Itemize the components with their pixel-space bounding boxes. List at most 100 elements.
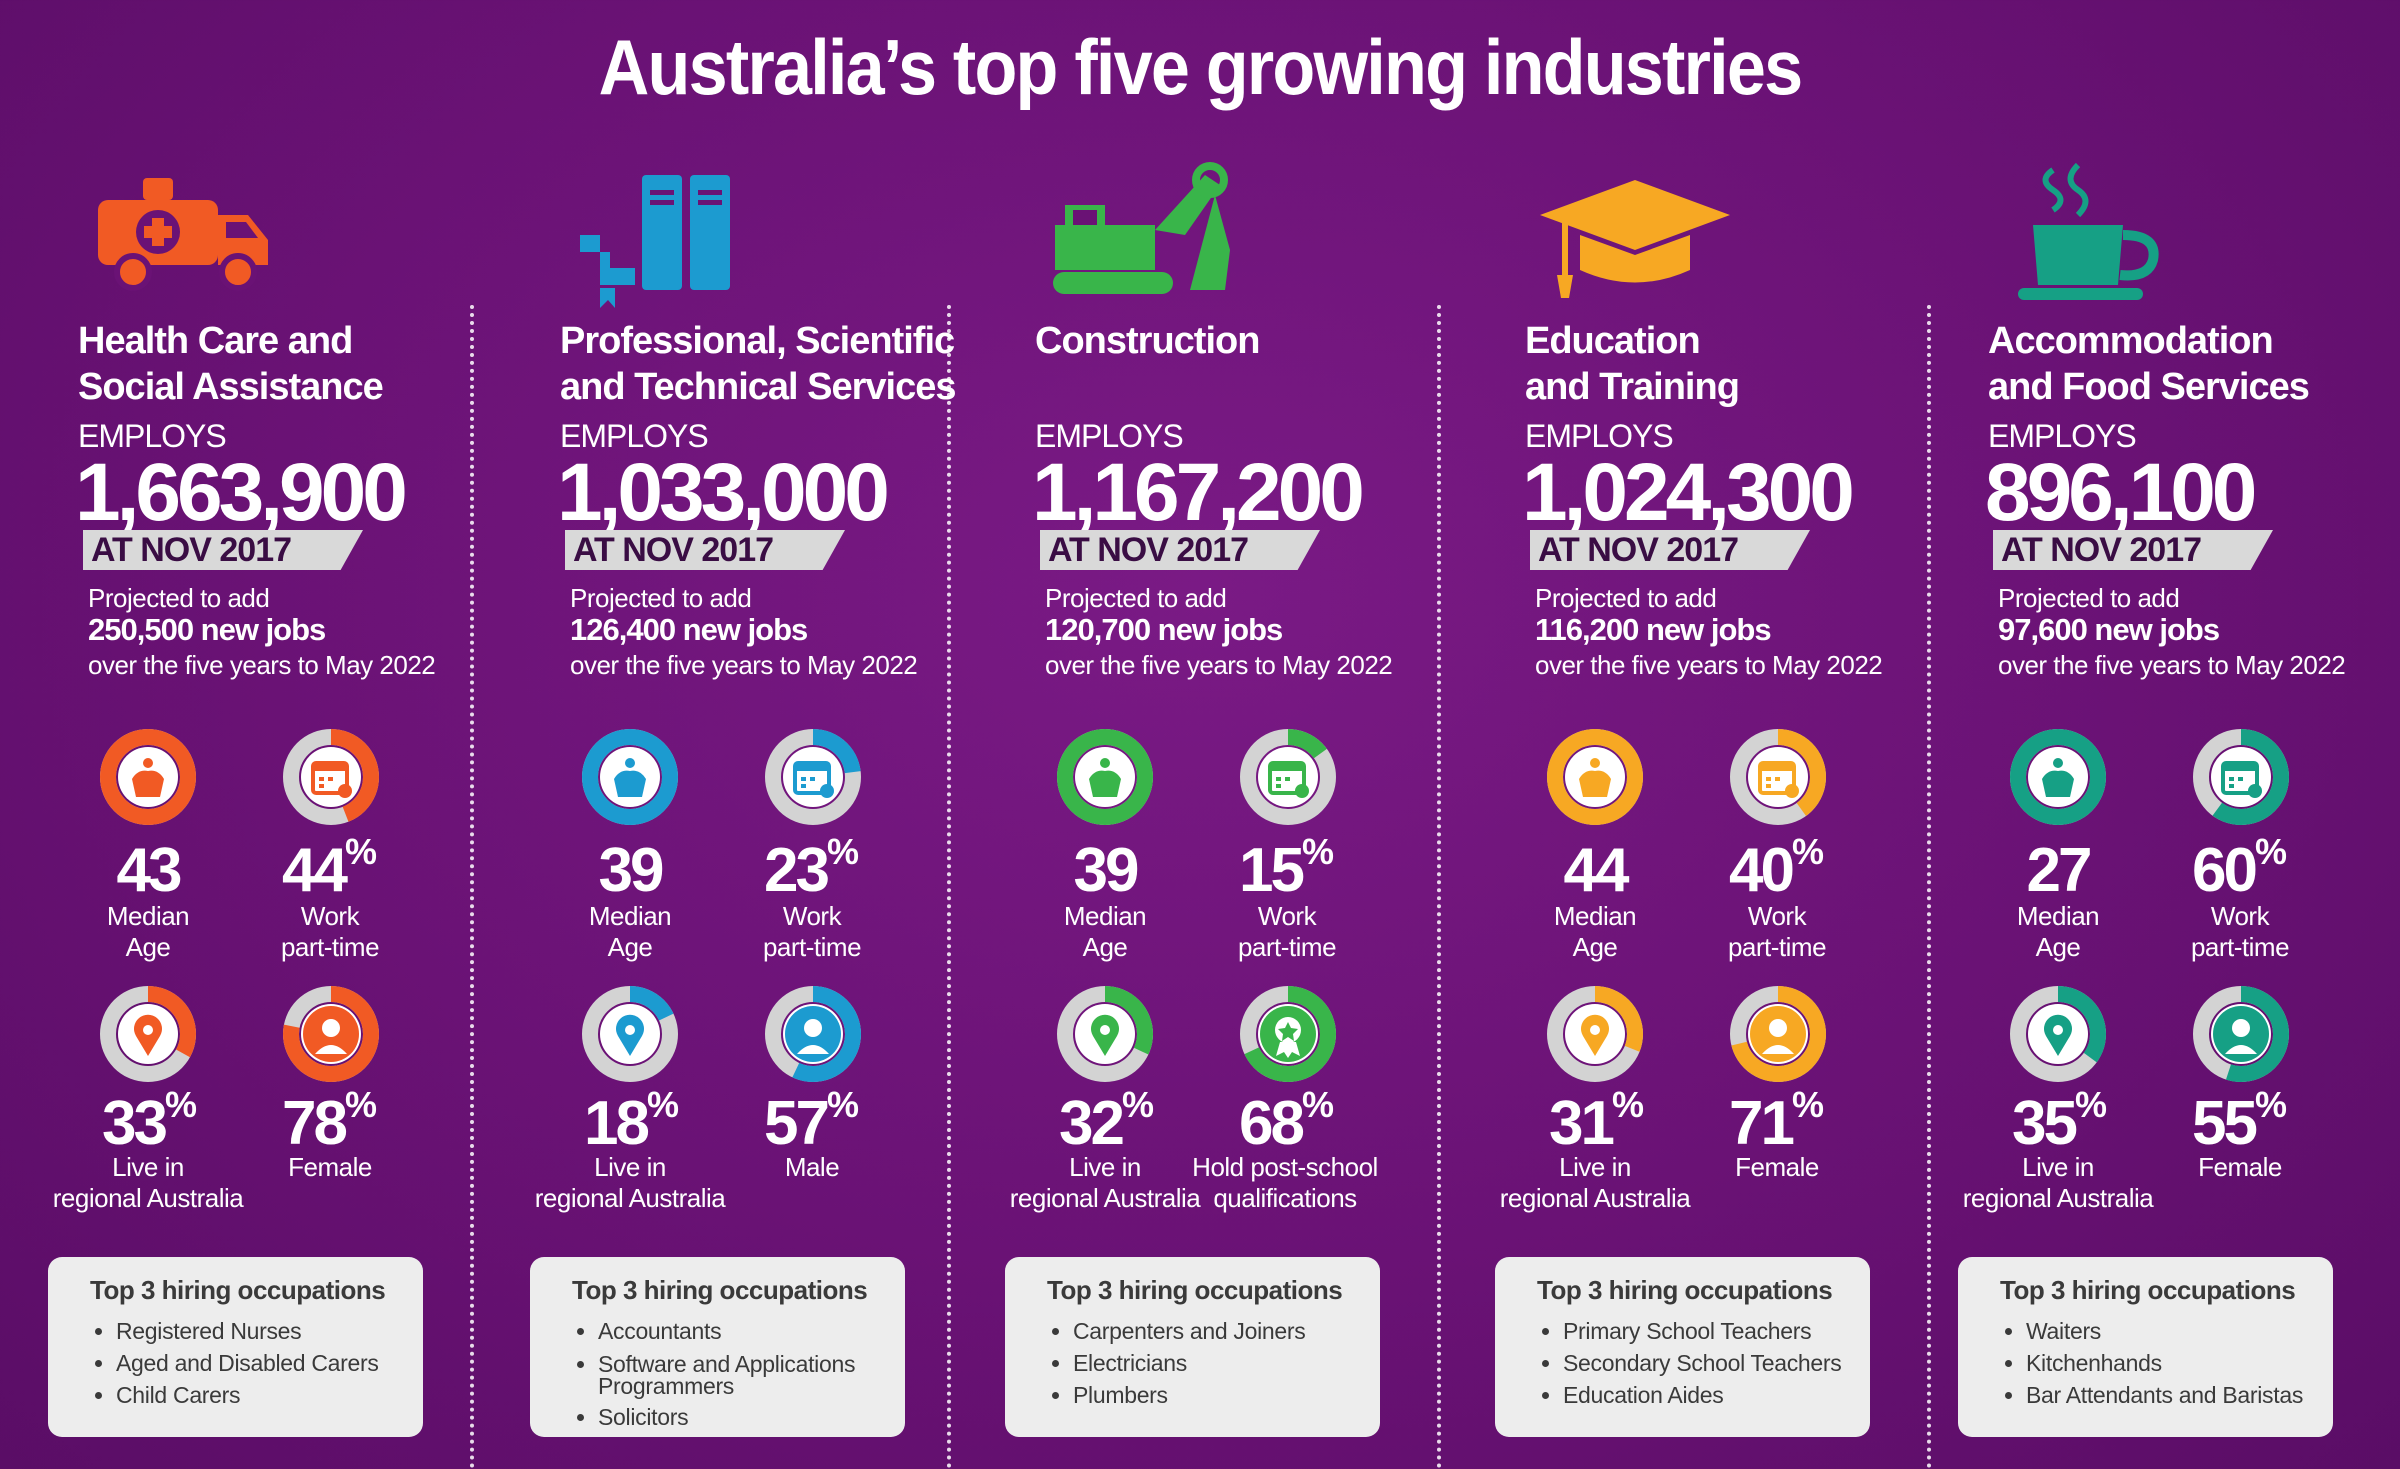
occupations-list: Primary School TeachersSecondary School … [1537,1315,1842,1411]
occupation-item: Child Carers [116,1379,379,1411]
median-age-value: 27 [2026,836,2093,905]
occupation-item: Solicitors [598,1401,878,1433]
industry-column: Health Care and Social Assistance EMPLOYS… [33,0,493,1469]
occupations-title: Top 3 hiring occupations [572,1275,868,1305]
qualifications-value: 68% [1239,1084,1334,1158]
median-age-label: Median Age [1063,901,1147,962]
part-time-ring [2191,727,2291,827]
date-label: AT NOV 2017 [2001,531,2202,569]
regional-ring [2008,984,2108,1084]
part-time-value: 15% [1239,831,1334,905]
gender-ring [1728,984,1828,1084]
projected-label: Projected to add [1045,583,1227,613]
gender-value: 57% [764,1084,859,1158]
regional-label: Live in regional Australia [52,1152,244,1213]
part-time-value: 40% [1729,831,1824,905]
industry-name: Health Care and Social Assistance [78,320,384,408]
new-jobs-value: 126,400 new jobs [570,612,808,647]
period-label: over the five years to May 2022 [88,650,436,680]
column-divider [470,305,474,1469]
employs-label: EMPLOYS [1035,418,1184,454]
regional-value: 18% [584,1084,679,1158]
median-age-ring [1055,727,1155,827]
regional-ring [580,984,680,1084]
median-age-ring [1545,727,1645,827]
gender-label: Female [288,1152,372,1182]
median-age-ring [2008,727,2108,827]
gender-ring [2191,984,2291,1084]
gender-ring [763,984,863,1084]
occupations-list: WaitersKitchenhandsBar Attendants and Ba… [2000,1315,2303,1411]
regional-ring [1055,984,1155,1084]
excavator-icon [1053,162,1230,294]
regional-ring [98,984,198,1084]
employs-number: 896,100 [1985,447,2257,538]
part-time-label: Work part-time [2190,901,2290,962]
gender-ring [281,984,381,1084]
date-label: AT NOV 2017 [1048,531,1249,569]
regional-label: Live in regional Australia [1009,1152,1201,1213]
part-time-ring [1728,727,1828,827]
median-age-value: 39 [598,836,665,905]
occupation-item: Education Aides [1563,1379,1841,1411]
regional-value: 32% [1059,1084,1154,1158]
column-divider [1927,305,1931,1469]
date-label: AT NOV 2017 [91,531,292,569]
occupation-item: Software and Applications Programmers [598,1347,878,1401]
median-age-value: 43 [116,836,183,905]
occupation-item: Registered Nurses [116,1315,379,1347]
date-band [565,530,845,570]
occupations-box: Top 3 hiring occupations Registered Nurs… [48,1257,423,1437]
employs-label: EMPLOYS [560,418,709,454]
part-time-ring [281,727,381,827]
date-band [1040,530,1320,570]
occupation-item: Accountants [598,1315,878,1347]
median-age-value: 39 [1073,836,1140,905]
date-label: AT NOV 2017 [573,531,774,569]
occupations-box: Top 3 hiring occupations Primary School … [1495,1257,1870,1437]
graduation-cap-icon [1540,180,1730,298]
gender-label: Female [1735,1152,1819,1182]
occupations-title: Top 3 hiring occupations [2000,1275,2296,1305]
page-title: Australia’s top five growing industries [598,23,1803,111]
industry-column: Professional, Scientific and Technical Se… [515,0,975,1469]
period-label: over the five years to May 2022 [1535,650,1883,680]
part-time-label: Work part-time [1237,901,1337,962]
employs-number: 1,663,900 [75,447,408,538]
occupation-item: Electricians [1073,1347,1305,1379]
median-age-value: 44 [1563,836,1630,905]
employs-label: EMPLOYS [1988,418,2137,454]
part-time-value: 44% [282,831,377,905]
regional-label: Live in regional Australia [1499,1152,1691,1213]
gender-value: 78% [282,1084,377,1158]
period-label: over the five years to May 2022 [1045,650,1393,680]
occupation-item: Primary School Teachers [1563,1315,1841,1347]
employs-number: 1,033,000 [557,447,890,538]
regional-value: 33% [102,1084,197,1158]
regional-ring [1545,984,1645,1084]
employs-label: EMPLOYS [1525,418,1674,454]
projected-label: Projected to add [1535,583,1717,613]
median-age-label: Median Age [2016,901,2100,962]
date-label: AT NOV 2017 [1538,531,1739,569]
date-band [83,530,363,570]
occupation-item: Bar Attendants and Baristas [2026,1379,2303,1411]
occupations-list: AccountantsSoftware and Applications Pro… [572,1315,878,1433]
occupations-title: Top 3 hiring occupations [90,1275,386,1305]
occupations-list: Carpenters and JoinersElectriciansPlumbe… [1047,1315,1306,1411]
projected-label: Projected to add [570,583,752,613]
qualifications-label: Hold post-school qualifications [1192,1152,1378,1213]
column-divider [947,305,951,1469]
occupation-item: Carpenters and Joiners [1073,1315,1306,1347]
occupations-box: Top 3 hiring occupations Carpenters and … [1005,1257,1380,1437]
occupation-item: Aged and Disabled Carers [116,1347,379,1379]
date-band [1993,530,2273,570]
part-time-label: Work part-time [1727,901,1827,962]
gender-label: Female [2198,1152,2282,1182]
median-age-label: Median Age [106,901,190,962]
projected-label: Projected to add [88,583,270,613]
part-time-label: Work part-time [280,901,380,962]
employs-number: 1,167,200 [1032,447,1365,538]
new-jobs-value: 97,600 new jobs [1998,612,2220,647]
projected-label: Projected to add [1998,583,2180,613]
